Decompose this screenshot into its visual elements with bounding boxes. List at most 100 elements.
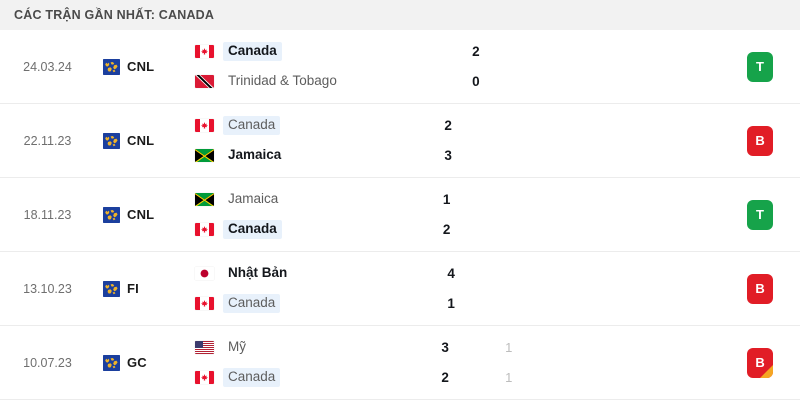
secondary-score-cell [511,252,621,325]
team-line-home[interactable]: Mỹ [195,338,385,357]
score-home: 4 [447,266,455,281]
status-badge[interactable]: B [747,125,774,156]
team-name-away: Jamaica [228,147,282,163]
team-name-home: Canada [223,42,282,61]
team-name-away: Trinidad & Tobago [228,73,337,89]
score-home: 1 [442,192,451,207]
score-home: 3 [441,340,449,355]
team-name-away: Canada [223,220,282,239]
competition-cell[interactable]: GC [95,326,185,399]
competition-cell[interactable]: FI [95,252,185,325]
competition-code: GC [127,355,147,370]
corner-fold-icon [760,364,774,378]
match-date-cell: 13.10.23 [0,252,95,325]
secondary-score-cell [507,178,617,251]
globe-icon [103,206,120,223]
score-away: 1 [447,296,455,311]
result-cell: B [720,252,800,325]
score-away: 2 [442,222,451,237]
team-name-home: Canada [223,116,281,135]
status-badge-letter: B [755,355,765,370]
status-badge-letter: T [756,59,764,74]
teams-cell: Nhật Bản Canada [185,252,391,325]
match-date-cell: 24.03.24 [0,30,95,103]
secondary-score-cell [536,30,646,103]
competition-cell[interactable]: CNL [95,178,185,251]
team-line-home[interactable]: Nhật Bản [195,264,391,283]
row-spacer [617,178,720,251]
match-date-cell: 22.11.23 [0,104,95,177]
row-spacer [646,30,720,103]
teams-cell: Mỹ Canada [185,326,385,399]
table-row[interactable]: 10.07.23 GC Mỹ Canada 3 2 1 1 B [0,326,800,400]
table-row[interactable]: 24.03.24 CNL Canada Trinidad & Tobago 2 0 T [0,30,800,104]
team-line-away[interactable]: Trinidad & Tobago [195,72,416,91]
flag-jamaica-icon [195,149,214,162]
globe-icon [103,280,120,297]
competition-code: CNL [127,207,155,222]
team-line-away[interactable]: Canada [195,220,387,239]
team-line-home[interactable]: Jamaica [195,190,387,209]
table-row[interactable]: 13.10.23 FI Nhật Bản Canada 4 1 B [0,252,800,326]
status-badge-letter: T [756,207,764,222]
match-date: 24.03.24 [23,59,72,74]
flag-usa-icon [195,341,214,354]
flag-canada-icon [195,297,214,310]
team-line-home[interactable]: Canada [195,116,388,135]
flag-canada-icon [195,45,214,58]
teams-cell: Canada Trinidad & Tobago [185,30,416,103]
secondary-score-away: 1 [505,370,513,385]
match-date: 18.11.23 [23,207,72,222]
status-badge[interactable]: B [747,273,774,304]
secondary-score-cell [508,104,618,177]
competition-code: CNL [127,59,155,74]
globe-icon [103,132,120,149]
table-row[interactable]: 22.11.23 CNL Canada Jamaica 2 3 B [0,104,800,178]
result-cell: B [720,326,800,399]
team-line-away[interactable]: Canada [195,368,385,387]
score-home: 2 [472,44,480,59]
match-date: 13.10.23 [23,281,72,296]
page-title: CÁC TRẬN GẦN NHẤT: CANADA [14,8,215,22]
globe-icon [103,58,120,75]
row-spacer [621,252,720,325]
competition-code: CNL [127,133,155,148]
team-name-away: Canada [223,294,281,313]
flag-canada-icon [195,119,214,132]
secondary-score-home: 1 [505,340,513,355]
team-line-away[interactable]: Canada [195,294,391,313]
teams-cell: Jamaica Canada [185,178,387,251]
result-cell: T [720,30,800,103]
status-badge-letter: B [755,281,765,296]
result-cell: B [720,104,800,177]
team-line-away[interactable]: Jamaica [195,146,388,165]
match-date: 22.11.23 [23,133,72,148]
status-badge[interactable]: B [747,347,774,378]
status-badge-letter: B [755,133,765,148]
table-row[interactable]: 18.11.23 CNL Jamaica Canada 1 2 T [0,178,800,252]
status-badge[interactable]: T [747,51,774,82]
team-name-home: Mỹ [228,339,246,355]
panel-header: CÁC TRẬN GẦN NHẤT: CANADA [0,0,800,30]
team-line-home[interactable]: Canada [195,42,416,61]
match-date: 10.07.23 [23,355,72,370]
score-away: 0 [472,74,480,89]
row-spacer [618,104,720,177]
row-spacer [615,326,720,399]
status-badge[interactable]: T [747,199,773,230]
competition-cell[interactable]: CNL [95,104,185,177]
teams-cell: Canada Jamaica [185,104,388,177]
competition-code: FI [127,281,139,296]
flag-japan-icon [195,267,214,280]
competition-cell[interactable]: CNL [95,30,185,103]
flag-trinidad-tobago-icon [195,75,214,88]
match-date-cell: 18.11.23 [0,178,95,251]
score-away: 2 [441,370,449,385]
